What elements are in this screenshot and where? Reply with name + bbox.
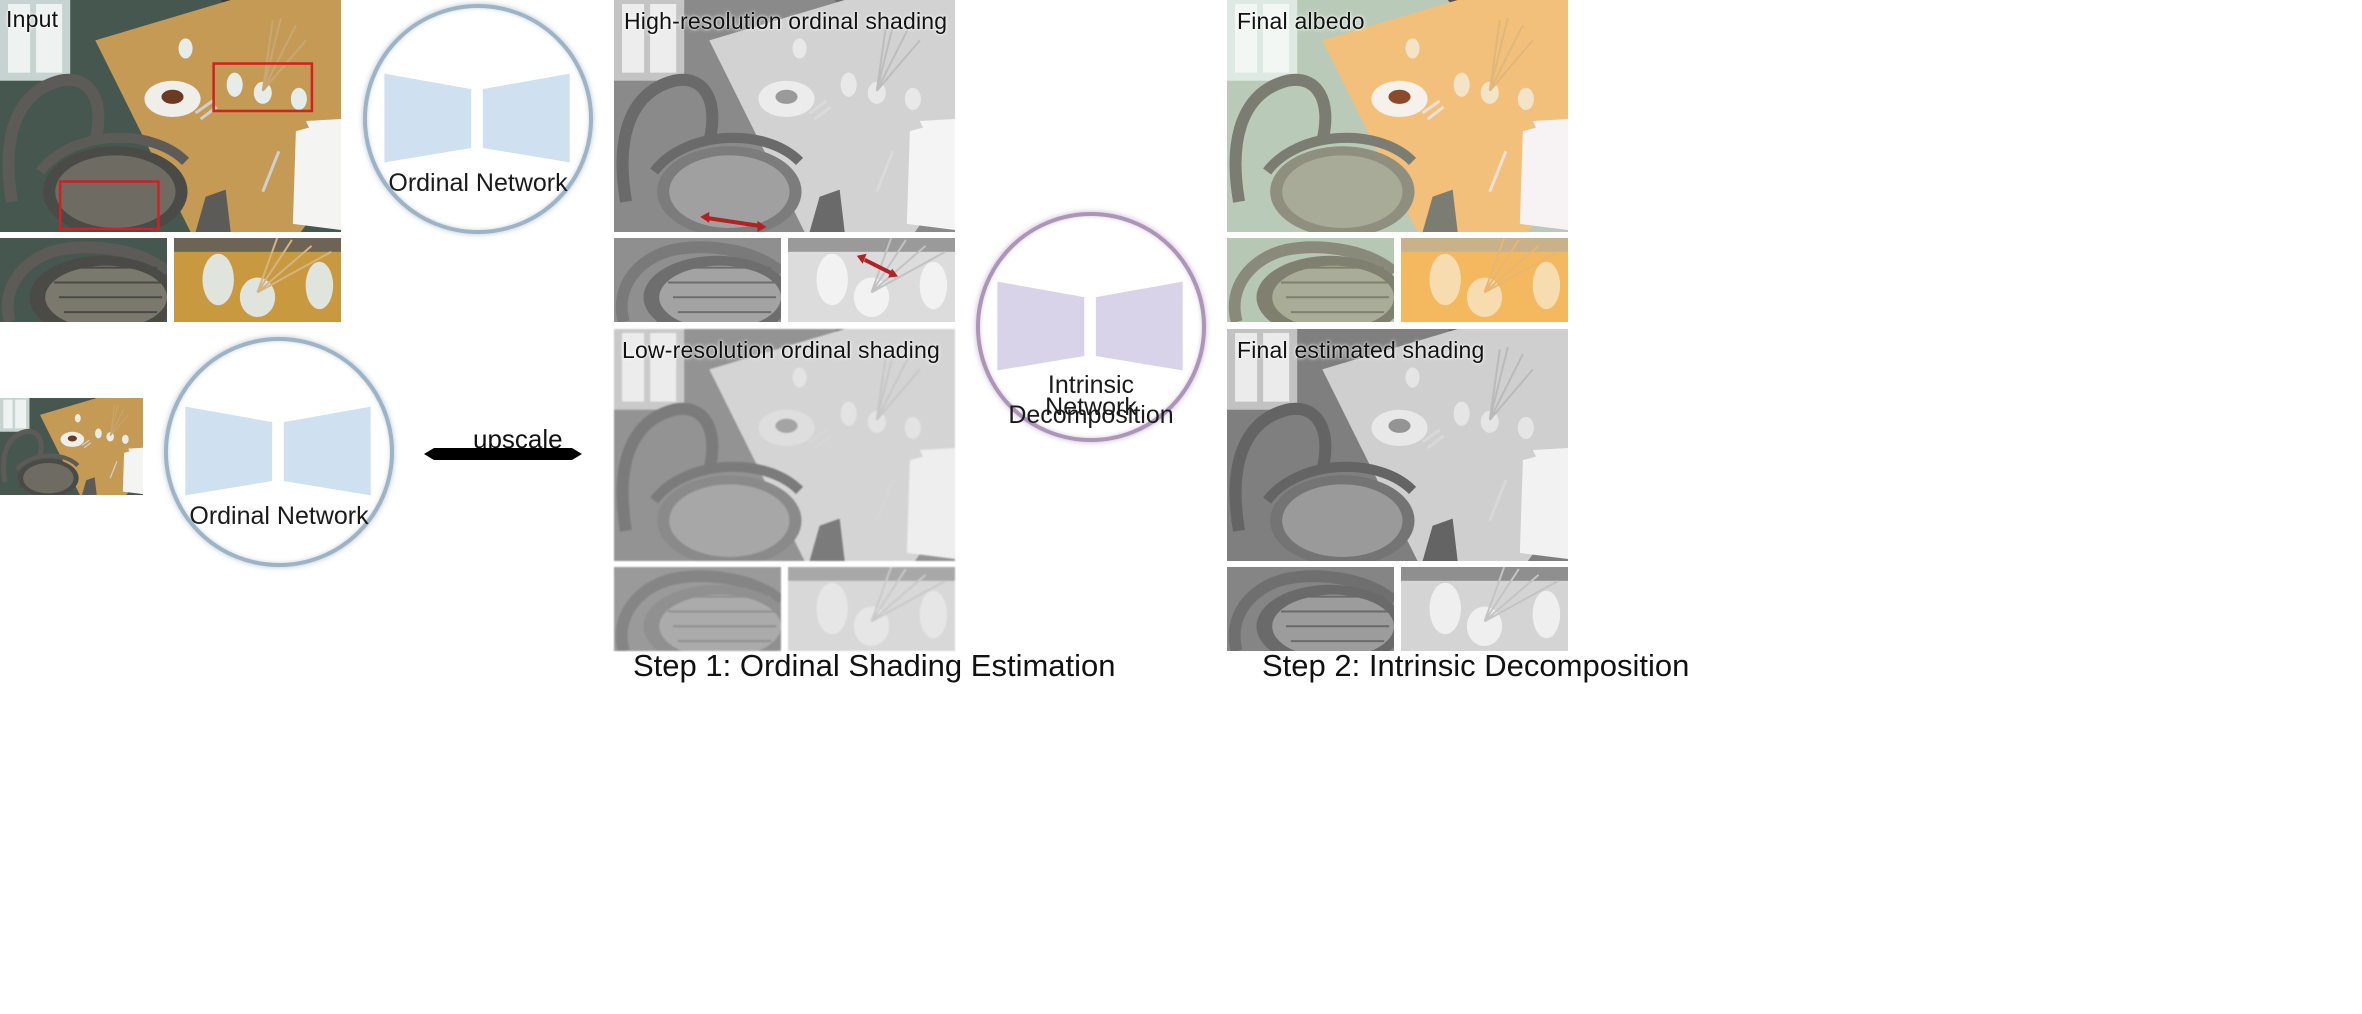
- highlight-box-chair: [58, 180, 160, 231]
- albedo-crop-glass: [1401, 238, 1568, 322]
- input-image: Input: [0, 0, 341, 232]
- encoder-shape: [185, 406, 273, 496]
- high-res-crop-glass: [788, 238, 955, 322]
- high-res-shading-image: High-resolution ordinal shading: [614, 0, 955, 232]
- input-crop-glass: [174, 238, 341, 322]
- decoder-shape: [1095, 281, 1183, 371]
- step2-caption: Step 2: Intrinsic Decomposition: [1262, 648, 1690, 683]
- low-res-input-image: [0, 398, 143, 495]
- intrinsic-network-label-line2: Network: [1045, 393, 1137, 421]
- decoder-shape: [283, 406, 371, 496]
- ordinal-network-top: Ordinal Network: [363, 4, 593, 234]
- low-res-label: Low-resolution ordinal shading: [622, 337, 940, 363]
- input-crop-chair: [0, 238, 167, 322]
- final-shading-label: Final estimated shading: [1237, 337, 1485, 363]
- annotation-arrow: [700, 211, 767, 232]
- high-res-crop-chair: [614, 238, 781, 322]
- shading-crop-glass: [1401, 567, 1568, 651]
- low-res-crop-chair: [614, 567, 781, 651]
- ordinal-network-top-label: Ordinal Network: [388, 169, 568, 197]
- shading-crop-chair: [1227, 567, 1394, 651]
- ordinal-network-bottom-label: Ordinal Network: [189, 502, 369, 530]
- step1-caption: Step 1: Ordinal Shading Estimation: [633, 648, 1116, 683]
- annotation-arrow: [856, 253, 899, 278]
- intrinsic-decomposition-network: Intrinsic Decomposition Network: [976, 212, 1206, 442]
- upscale-arrow: [424, 448, 582, 460]
- final-albedo-image: Final albedo: [1227, 0, 1568, 232]
- decoder-shape: [482, 73, 570, 163]
- final-albedo-label: Final albedo: [1237, 8, 1365, 34]
- encoder-shape: [384, 73, 472, 163]
- high-res-label: High-resolution ordinal shading: [624, 8, 948, 34]
- encoder-shape: [997, 281, 1085, 371]
- low-res-crop-glass: [788, 567, 955, 651]
- final-shading-image: Final estimated shading: [1227, 329, 1568, 561]
- input-label: Input: [6, 6, 59, 32]
- ordinal-network-bottom: Ordinal Network: [164, 337, 394, 567]
- intrinsic-network-label-line1: Intrinsic Decomposition: [1008, 371, 1174, 429]
- highlight-box-glass: [212, 62, 314, 113]
- albedo-crop-chair: [1227, 238, 1394, 322]
